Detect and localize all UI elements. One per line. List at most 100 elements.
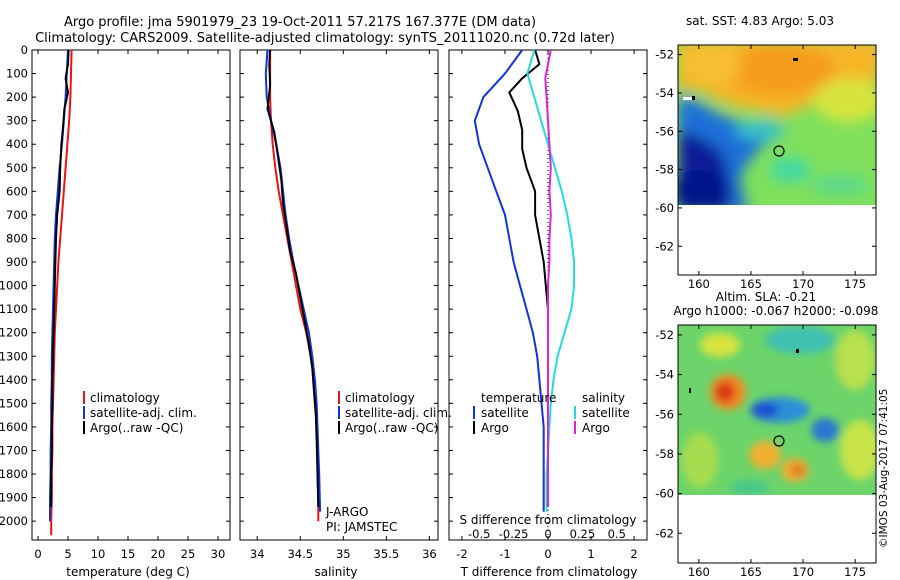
sla-map-subtitle: Argo h1000: -0.067 h2000: -0.098 (674, 304, 879, 318)
salinity-legend: climatology satellite-adj. clim. Argo(..… (325, 391, 452, 534)
series-line-temperature-satellite (473, 49, 545, 512)
sst-map-title: sat. SST: 4.83 Argo: 5.03 (686, 14, 834, 28)
depth-tick-label: 2000 (0, 514, 28, 528)
x-tick-label: 35 (336, 547, 351, 561)
depth-tick-label: 1500 (0, 396, 28, 410)
map-x-tick-label: 170 (792, 565, 814, 579)
x-tick-label: 34.5 (287, 547, 313, 561)
map-x-tick-label: 175 (844, 565, 866, 579)
depth-tick-label: 800 (6, 231, 28, 245)
map-x-tick-label: 165 (740, 565, 762, 579)
depth-tick-label: 1700 (0, 443, 28, 457)
sst-map: sat. SST: 4.83 Argo: 5.03 160 165 170 175 -5… (655, 14, 877, 291)
map-x-tick-label: 175 (844, 277, 866, 291)
map-y-tick-label: -56 (655, 124, 674, 138)
sla-map: Altim. SLA: -0.21 Argo h1000: -0.067 h20… (655, 290, 879, 579)
series-line-salinity-satellite (526, 49, 576, 512)
x-tick-label: 0 (34, 547, 41, 561)
depth-tick-label: 0 (21, 43, 28, 57)
x-tick-label: 25 (181, 547, 196, 561)
argo-location-marker (773, 145, 785, 157)
map-x-tick-label: 160 (688, 277, 710, 291)
map-y-tick-label: -52 (655, 328, 674, 342)
legend-satellite: satellite-adj. clim. (345, 406, 452, 420)
depth-tick-label: 1800 (0, 467, 28, 481)
x-tick-label: 30 (211, 547, 226, 561)
depth-tick-label: 1900 (0, 491, 28, 505)
legend-argo: Argo(..raw -QC) (345, 421, 438, 435)
map-y-tick-label: -60 (655, 201, 674, 215)
depth-tick-label: 200 (6, 90, 28, 104)
x-tick-label: 1 (587, 547, 594, 561)
series-line-temperature-argo (508, 49, 549, 507)
depth-tick-label: 1400 (0, 373, 28, 387)
series-line-satellite-adj-clim- (264, 49, 322, 512)
depth-tick-label: 700 (6, 208, 28, 222)
x-tick-label: 36 (422, 547, 437, 561)
annotation-j-argo: J-ARGO (325, 505, 368, 519)
depth-tick-label: 1000 (0, 279, 28, 293)
legend-s-argo: Argo (582, 421, 610, 435)
legend-t-satellite: satellite (481, 406, 529, 420)
x-tick-label-salinity: -0.5 (468, 527, 490, 541)
legend-group-temperature: temperature (481, 391, 556, 405)
x-tick-label: 34 (250, 547, 265, 561)
map-y-tick-label: -54 (655, 86, 674, 100)
x-axes-ticks: 0 5 10 15 20 25 30 34 34.5 35 35.5 36 -2 -1 0 1 2 -0.5 -0.… (34, 50, 638, 561)
legend-s-satellite: satellite (582, 406, 630, 420)
legend-climatology: climatology (345, 391, 415, 405)
depth-tick-label: 600 (6, 184, 28, 198)
x-tick-label: 15 (121, 547, 136, 561)
series-line-argo-raw-qc- (50, 49, 70, 507)
title-line-2: Climatology: CARS2009. Satellite-adjuste… (35, 31, 615, 46)
difference-series (473, 49, 576, 512)
depth-tick-label: 300 (6, 114, 28, 128)
sla-map-title: Altim. SLA: -0.21 (716, 290, 816, 304)
title-line-1: Argo profile: jma 5901979_23 19-Oct-2011… (64, 15, 536, 30)
temperature-series (49, 49, 73, 536)
difference-xlabel: T difference from climatology (460, 565, 638, 579)
map-x-tick-label: 170 (792, 277, 814, 291)
depth-tick-label: 500 (6, 161, 28, 175)
legend-argo: Argo(..raw -QC) (90, 421, 183, 435)
depth-tick-label: 100 (6, 67, 28, 81)
x-tick-label: 0 (544, 547, 551, 561)
legend-t-argo: Argo (481, 421, 509, 435)
temperature-legend: climatology satellite-adj. clim. Argo(..… (83, 391, 197, 435)
series-line-salinity-argo (544, 49, 552, 507)
temperature-xlabel: temperature (deg C) (66, 565, 189, 579)
legend-group-salinity: salinity (582, 391, 625, 405)
map-y-tick-label: -60 (655, 487, 674, 501)
argo-location-marker (773, 435, 785, 447)
legend-satellite: satellite-adj. clim. (90, 406, 197, 420)
map-y-tick-label: -62 (655, 526, 674, 540)
x-tick-label-salinity: 0 (544, 527, 551, 541)
map-y-tick-label: -58 (655, 447, 674, 461)
x-tick-label-salinity: 0.25 (570, 527, 596, 541)
x-tick-label-salinity: 0.5 (608, 527, 626, 541)
x-tick-label: 35.5 (374, 547, 400, 561)
map-y-tick-label: -54 (655, 368, 674, 382)
annotation-pi: PI: JAMSTEC (326, 520, 397, 534)
x-tick-label: 10 (91, 547, 106, 561)
x-tick-label-salinity: -0.25 (499, 527, 529, 541)
map-y-tick-label: -56 (655, 407, 674, 421)
credit-text: ©IMOS 03-Aug-2017 07:41:05 (878, 388, 890, 548)
depth-axis: 0 100 200 300 400 500 600 700 800 900 1000 1100 1200… (0, 43, 647, 528)
map-y-tick-label: -62 (655, 239, 674, 253)
series-line-climatology (269, 50, 320, 522)
x-tick-label: -1 (499, 547, 510, 561)
depth-tick-label: 1200 (0, 326, 28, 340)
depth-tick-label: 400 (6, 137, 28, 151)
map-x-tick-label: 160 (688, 565, 710, 579)
depth-tick-label: 1100 (0, 302, 28, 316)
map-x-tick-label: 165 (740, 277, 762, 291)
x-tick-label: 20 (151, 547, 166, 561)
map-y-tick-label: -58 (655, 163, 674, 177)
salinity-series (264, 49, 322, 522)
salinity-xlabel: salinity (314, 565, 357, 579)
x-tick-label: 2 (630, 547, 637, 561)
difference-xlabel-salinity: S difference from climatology (460, 513, 637, 527)
depth-tick-label: 1600 (0, 420, 28, 434)
